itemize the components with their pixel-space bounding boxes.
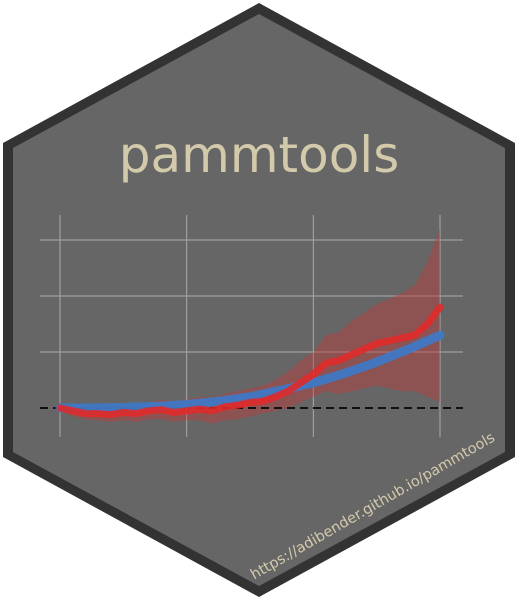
series-line-blue (55, 330, 445, 413)
plot-grid (40, 215, 463, 437)
hex-panel (13, 14, 505, 586)
logo-title: pammtools (119, 126, 400, 184)
survival-plot (40, 215, 463, 437)
series-line-red (56, 303, 444, 419)
plot-lines (55, 303, 445, 419)
